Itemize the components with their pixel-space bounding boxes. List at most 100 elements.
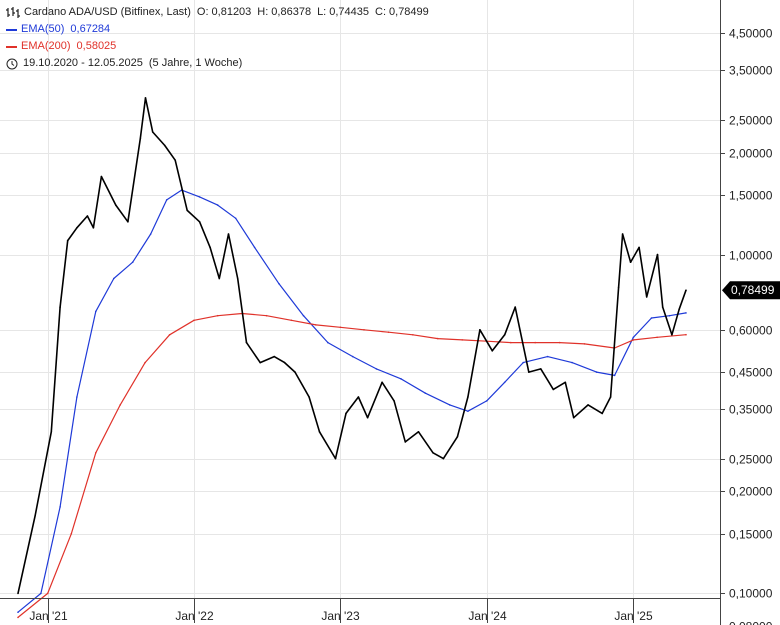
price-series-point [127, 221, 129, 223]
x-tick-label: Jan '23 [321, 609, 360, 623]
last-value-badge-group: 0,78499 [722, 281, 780, 300]
legend-title-row: Cardano ADA/USD (Bitfinex, Last) O: 0,81… [6, 4, 435, 21]
close-value: 0,78499 [389, 6, 429, 18]
price-series-point [198, 221, 201, 223]
price-series-point [609, 396, 612, 398]
ema200-series-point [656, 336, 658, 339]
ema200-series-point [510, 341, 512, 344]
ema50-series-point [503, 381, 506, 384]
price-series-point [503, 334, 506, 336]
grid-lines [0, 0, 720, 598]
y-tick-label: 1,00000 [729, 249, 773, 263]
ema200-series-point [17, 616, 19, 619]
ema50-series-point [131, 261, 134, 264]
ema50-series-point [113, 277, 115, 280]
ema200-series-point [685, 333, 687, 336]
y-tick-label: 0,45000 [729, 366, 773, 380]
ema50-series-point [522, 361, 524, 364]
y-tick-label: 0,15000 [729, 528, 773, 542]
ema50-series-point [327, 341, 329, 344]
low-value: 0,74435 [329, 6, 370, 18]
ema50-series-point [467, 410, 469, 413]
ema50-series-point [278, 283, 280, 285]
price-series-point [442, 457, 445, 460]
price-series-point [661, 306, 664, 308]
ema200-series-point [144, 361, 146, 364]
price-series-point [671, 334, 673, 336]
ema50-series-point [485, 400, 488, 402]
ema50-series-line [17, 189, 687, 613]
price-series-point [227, 233, 230, 235]
price-series-point [479, 329, 481, 331]
x-tick-label: Jan '22 [175, 609, 214, 623]
ema50-series-point [40, 592, 42, 595]
price-series-point [273, 355, 276, 358]
series-lines [17, 97, 687, 619]
ema200-series-point [290, 319, 293, 322]
x-tick-label: Jan '24 [468, 609, 507, 623]
y-axis: 4,50000 3,50000 2,50000 2,00000 1,50000 1,000… [720, 0, 773, 625]
price-series-point [334, 457, 337, 460]
ema200-series-point [168, 334, 171, 336]
ema200-series-point [339, 326, 342, 329]
price-series-point [236, 277, 239, 280]
open-label: O: [196, 6, 209, 18]
chart-legend: Cardano ADA/USD (Bitfinex, Last) O: 0,81… [6, 4, 435, 72]
period-label: (5 Jahre, 1 Woche) [148, 57, 243, 69]
ema200-series-point [95, 452, 97, 454]
ema50-series-point [253, 246, 256, 249]
ema50-series-point [76, 396, 78, 398]
price-series-point [59, 306, 61, 308]
ema200-series-point [534, 341, 536, 344]
price-series-point [645, 296, 648, 298]
price-series-point [638, 246, 640, 249]
ema50-label: EMA(50) [21, 23, 65, 35]
price-series-point [209, 246, 211, 249]
price-series-point [491, 350, 494, 352]
price-series-point [552, 388, 555, 391]
y-tick-label: 0,10000 [729, 587, 773, 601]
price-series-point [404, 441, 407, 443]
ohlc-bars-icon [6, 7, 20, 18]
y-tick-label: 0,60000 [729, 324, 773, 338]
price-series-point [34, 514, 36, 517]
ema200-series-point [193, 319, 195, 322]
price-series-point [308, 396, 310, 398]
ema50-series-point [595, 371, 598, 373]
price-series-point [564, 381, 567, 384]
ema50-series-point [650, 317, 653, 319]
ema50-series-point [546, 355, 549, 358]
ema200-series-point [412, 334, 414, 336]
ema200-value: 0,58025 [76, 40, 117, 52]
x-tick-label: Jan '25 [614, 609, 653, 623]
ema50-series-point [234, 217, 237, 220]
price-series-point [656, 253, 659, 256]
ema50-series-point [95, 310, 97, 313]
price-series-point [318, 431, 321, 433]
ema50-swatch [6, 28, 17, 31]
ema200-series-point [216, 314, 219, 317]
ema200-series-point [70, 533, 73, 535]
y-tick-label: 0,08000 [729, 620, 773, 625]
ema50-series-point [302, 314, 305, 317]
price-series-point [629, 261, 632, 264]
date-range: 19.10.2020 - 12.05.2025 [23, 57, 143, 69]
y-tick-label: 0,25000 [729, 453, 773, 467]
price-series-point [685, 289, 687, 292]
x-axis: Jan '21 Jan '22 Jan '23 Jan '24 Jan '25 [0, 598, 720, 623]
y-tick-label: 2,50000 [729, 114, 773, 128]
price-series-point [50, 431, 53, 433]
price-series-line [17, 97, 687, 594]
ema200-series-point [119, 404, 121, 406]
ema50-series-point [685, 312, 687, 314]
y-tick-label: 0,35000 [729, 403, 773, 417]
price-series-point [393, 400, 395, 402]
price-series-point [115, 204, 117, 206]
legend-title: Cardano ADA/USD (Bitfinex, Last) [24, 6, 191, 18]
price-series-point [17, 592, 19, 595]
y-tick-label: 3,50000 [729, 64, 773, 78]
price-series-point [417, 431, 420, 433]
price-series-point [245, 341, 248, 344]
price-series-point [100, 175, 103, 178]
